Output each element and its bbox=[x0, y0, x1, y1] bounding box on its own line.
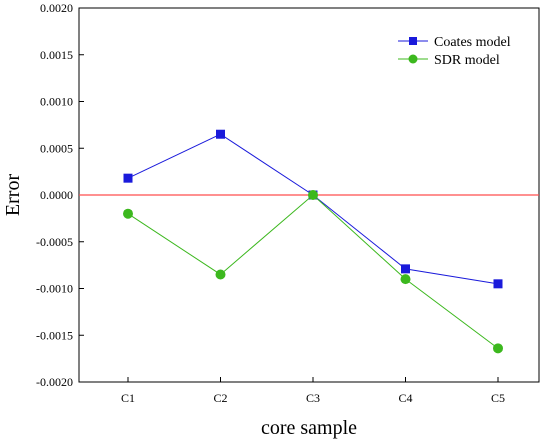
y-tick-label: 0.0000 bbox=[40, 188, 73, 202]
y-axis-title: Error bbox=[2, 174, 24, 217]
legend-marker bbox=[408, 54, 418, 64]
series-line bbox=[127, 133, 499, 285]
y-tick-label: 0.0010 bbox=[40, 95, 73, 109]
data-point bbox=[493, 343, 503, 354]
x-tick-label: C2 bbox=[213, 391, 227, 405]
data-point bbox=[308, 190, 318, 200]
y-tick-label: 0.0005 bbox=[40, 141, 73, 155]
x-tick-label: C3 bbox=[306, 391, 320, 405]
x-tick-label: C1 bbox=[121, 391, 135, 405]
data-point bbox=[123, 208, 133, 219]
y-axis: 0.0020 0.0015 0.0010 0.0005 0.0000 -0.0005 -0.… bbox=[36, 1, 84, 389]
y-tick-label: -0.0010 bbox=[36, 282, 73, 296]
y-tick-label: 0.0015 bbox=[40, 48, 73, 62]
legend-label: SDR model bbox=[434, 53, 500, 68]
y-tick-label: 0.0020 bbox=[40, 1, 73, 15]
data-point bbox=[215, 269, 226, 280]
data-point bbox=[401, 264, 410, 274]
legend-label: Coates model bbox=[434, 35, 511, 50]
x-tick-label: C4 bbox=[398, 391, 412, 405]
data-point bbox=[493, 279, 503, 289]
data-point bbox=[216, 129, 225, 139]
legend: Coates model SDR model bbox=[398, 35, 511, 68]
y-tick-label: -0.0015 bbox=[36, 328, 73, 342]
y-tick-label: -0.0005 bbox=[36, 235, 73, 249]
x-tick-label: C5 bbox=[491, 391, 505, 405]
legend-marker bbox=[409, 37, 417, 45]
y-tick-label: -0.0020 bbox=[36, 375, 73, 389]
series-layer bbox=[123, 129, 503, 354]
x-axis-title: core sample bbox=[261, 417, 357, 439]
data-point bbox=[123, 173, 133, 183]
data-point bbox=[400, 274, 411, 285]
series-line bbox=[127, 194, 499, 349]
x-axis: C1 C2 C3 C4 C5 bbox=[121, 377, 505, 405]
